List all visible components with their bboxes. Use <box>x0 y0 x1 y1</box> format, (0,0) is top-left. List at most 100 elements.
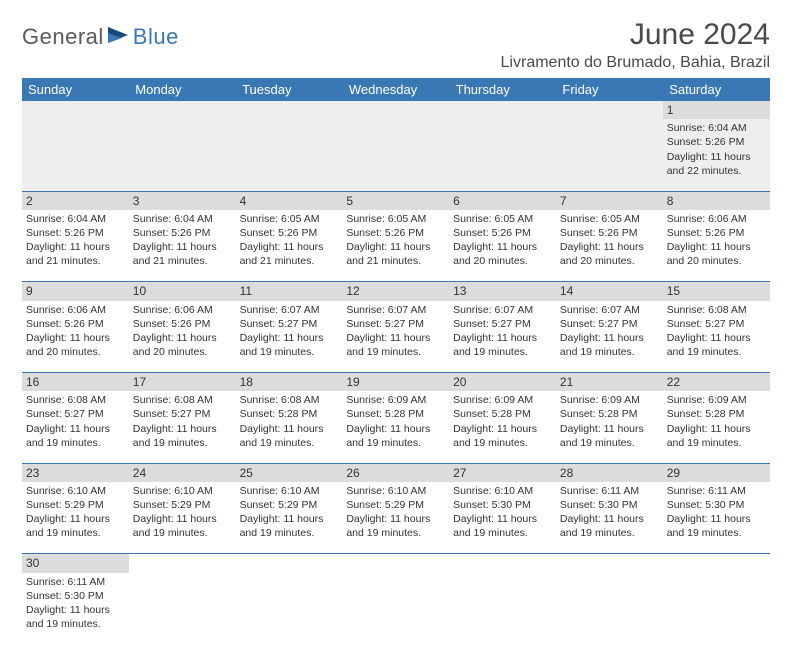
day2-text: and 19 minutes. <box>240 526 339 540</box>
weekday-header: Tuesday <box>236 78 343 101</box>
day2-text: and 19 minutes. <box>560 345 659 359</box>
day2-text: and 20 minutes. <box>560 254 659 268</box>
weekday-header: Monday <box>129 78 236 101</box>
calendar-cell: Sunrise: 6:07 AMSunset: 5:27 PMDaylight:… <box>236 301 343 373</box>
day-number: 6 <box>449 191 556 210</box>
sunset-text: Sunset: 5:26 PM <box>26 317 125 331</box>
day-number: 10 <box>129 282 236 301</box>
day-number: 29 <box>663 463 770 482</box>
sunrise-text: Sunrise: 6:11 AM <box>560 484 659 498</box>
day2-text: and 21 minutes. <box>133 254 232 268</box>
calendar-cell <box>236 573 343 645</box>
day-number: 5 <box>342 191 449 210</box>
sunrise-text: Sunrise: 6:09 AM <box>346 393 445 407</box>
calendar-cell <box>556 573 663 645</box>
sunrise-text: Sunrise: 6:05 AM <box>346 212 445 226</box>
sunrise-text: Sunrise: 6:05 AM <box>240 212 339 226</box>
calendar-cell: Sunrise: 6:11 AMSunset: 5:30 PMDaylight:… <box>663 482 770 554</box>
sunrise-text: Sunrise: 6:11 AM <box>667 484 766 498</box>
day-number <box>556 101 663 119</box>
weekday-header: Saturday <box>663 78 770 101</box>
calendar-cell <box>22 119 129 191</box>
day-number: 2 <box>22 191 129 210</box>
day-number: 3 <box>129 191 236 210</box>
sunrise-text: Sunrise: 6:05 AM <box>560 212 659 226</box>
day-number <box>342 101 449 119</box>
sunrise-text: Sunrise: 6:07 AM <box>560 303 659 317</box>
day-number-row: 9101112131415 <box>22 282 770 301</box>
day-number: 4 <box>236 191 343 210</box>
calendar-cell: Sunrise: 6:09 AMSunset: 5:28 PMDaylight:… <box>663 391 770 463</box>
day1-text: Daylight: 11 hours <box>240 240 339 254</box>
weekday-header: Friday <box>556 78 663 101</box>
day-number: 21 <box>556 373 663 392</box>
sunrise-text: Sunrise: 6:07 AM <box>453 303 552 317</box>
sunset-text: Sunset: 5:30 PM <box>26 589 125 603</box>
calendar-cell <box>342 573 449 645</box>
day1-text: Daylight: 11 hours <box>346 512 445 526</box>
sunset-text: Sunset: 5:28 PM <box>667 407 766 421</box>
day1-text: Daylight: 11 hours <box>133 422 232 436</box>
day-number: 12 <box>342 282 449 301</box>
calendar-cell <box>236 119 343 191</box>
day-number-row: 1 <box>22 101 770 119</box>
calendar-cell <box>449 573 556 645</box>
sunset-text: Sunset: 5:26 PM <box>133 226 232 240</box>
sunset-text: Sunset: 5:27 PM <box>26 407 125 421</box>
day-number-row: 2345678 <box>22 191 770 210</box>
day-number: 8 <box>663 191 770 210</box>
day-number: 16 <box>22 373 129 392</box>
day1-text: Daylight: 11 hours <box>240 512 339 526</box>
sunset-text: Sunset: 5:27 PM <box>133 407 232 421</box>
day-number: 13 <box>449 282 556 301</box>
day1-text: Daylight: 11 hours <box>346 422 445 436</box>
calendar-cell: Sunrise: 6:11 AMSunset: 5:30 PMDaylight:… <box>556 482 663 554</box>
day-number: 20 <box>449 373 556 392</box>
day1-text: Daylight: 11 hours <box>26 512 125 526</box>
sunset-text: Sunset: 5:27 PM <box>346 317 445 331</box>
day-number-row: 23242526272829 <box>22 463 770 482</box>
day2-text: and 19 minutes. <box>133 436 232 450</box>
calendar-cell: Sunrise: 6:07 AMSunset: 5:27 PMDaylight:… <box>556 301 663 373</box>
calendar-cell <box>556 119 663 191</box>
sunrise-text: Sunrise: 6:09 AM <box>453 393 552 407</box>
day-number: 18 <box>236 373 343 392</box>
sunrise-text: Sunrise: 6:08 AM <box>133 393 232 407</box>
day2-text: and 19 minutes. <box>667 436 766 450</box>
day1-text: Daylight: 11 hours <box>667 331 766 345</box>
calendar-cell <box>129 573 236 645</box>
weekday-header: Thursday <box>449 78 556 101</box>
sunrise-text: Sunrise: 6:10 AM <box>133 484 232 498</box>
day-number: 9 <box>22 282 129 301</box>
day-number-row: 16171819202122 <box>22 373 770 392</box>
day2-text: and 19 minutes. <box>26 526 125 540</box>
sunset-text: Sunset: 5:26 PM <box>240 226 339 240</box>
day1-text: Daylight: 11 hours <box>560 331 659 345</box>
sunset-text: Sunset: 5:26 PM <box>133 317 232 331</box>
day1-text: Daylight: 11 hours <box>667 422 766 436</box>
day2-text: and 19 minutes. <box>346 436 445 450</box>
day2-text: and 19 minutes. <box>667 345 766 359</box>
calendar-cell: Sunrise: 6:08 AMSunset: 5:27 PMDaylight:… <box>22 391 129 463</box>
calendar-cell: Sunrise: 6:11 AMSunset: 5:30 PMDaylight:… <box>22 573 129 645</box>
day-number: 24 <box>129 463 236 482</box>
calendar-cell: Sunrise: 6:04 AMSunset: 5:26 PMDaylight:… <box>663 119 770 191</box>
day2-text: and 19 minutes. <box>346 345 445 359</box>
day1-text: Daylight: 11 hours <box>667 512 766 526</box>
weekday-header: Wednesday <box>342 78 449 101</box>
logo: General Blue <box>22 24 179 50</box>
day-number: 1 <box>663 101 770 119</box>
calendar-cell: Sunrise: 6:10 AMSunset: 5:29 PMDaylight:… <box>236 482 343 554</box>
sunset-text: Sunset: 5:28 PM <box>240 407 339 421</box>
calendar-cell: Sunrise: 6:06 AMSunset: 5:26 PMDaylight:… <box>22 301 129 373</box>
day-number: 19 <box>342 373 449 392</box>
calendar-cell: Sunrise: 6:05 AMSunset: 5:26 PMDaylight:… <box>449 210 556 282</box>
day2-text: and 19 minutes. <box>667 526 766 540</box>
sunset-text: Sunset: 5:26 PM <box>26 226 125 240</box>
day2-text: and 19 minutes. <box>560 436 659 450</box>
day1-text: Daylight: 11 hours <box>453 422 552 436</box>
sunrise-text: Sunrise: 6:04 AM <box>26 212 125 226</box>
sunset-text: Sunset: 5:30 PM <box>667 498 766 512</box>
sunset-text: Sunset: 5:26 PM <box>453 226 552 240</box>
day1-text: Daylight: 11 hours <box>560 240 659 254</box>
